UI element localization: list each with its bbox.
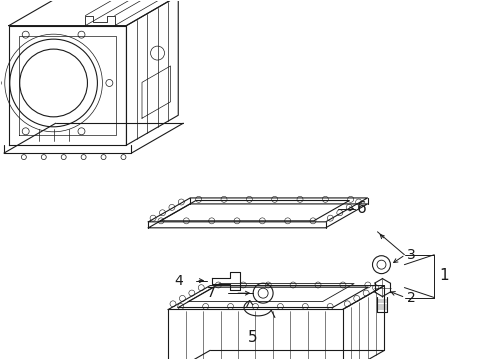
Text: 5: 5 [247,330,257,345]
Text: 6: 6 [356,201,366,216]
Text: 2: 2 [407,291,415,305]
Text: 1: 1 [438,268,448,283]
Text: 3: 3 [407,248,415,262]
Text: 7: 7 [206,286,215,300]
Text: 4: 4 [174,274,183,288]
